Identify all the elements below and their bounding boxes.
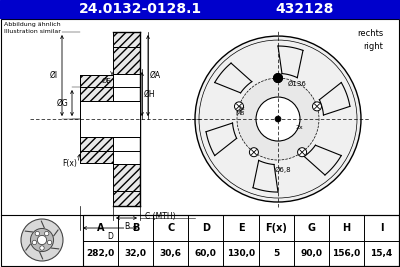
Circle shape <box>44 231 49 236</box>
Bar <box>0 0 400 18</box>
Circle shape <box>35 231 40 236</box>
Circle shape <box>250 148 258 157</box>
Text: 32,0: 32,0 <box>125 249 147 258</box>
Bar <box>80 87 113 151</box>
Circle shape <box>30 229 54 252</box>
Bar <box>80 101 140 137</box>
Text: A: A <box>97 223 104 233</box>
Circle shape <box>21 219 63 261</box>
Text: 432128: 432128 <box>276 2 334 16</box>
Text: 30,6: 30,6 <box>160 249 182 258</box>
Bar <box>113 164 140 191</box>
Circle shape <box>256 97 300 141</box>
Text: ATE: ATE <box>211 87 285 121</box>
Text: 282,0: 282,0 <box>86 249 115 258</box>
Bar <box>113 191 140 206</box>
Bar <box>80 151 113 163</box>
Text: ØG: ØG <box>56 99 68 108</box>
Text: 130,0: 130,0 <box>227 249 255 258</box>
Text: 2x
M8: 2x M8 <box>236 106 245 116</box>
Text: D: D <box>107 232 113 241</box>
Text: G: G <box>307 223 315 233</box>
Bar <box>113 47 140 74</box>
Text: Abbildung ähnlich
Illustration similar: Abbildung ähnlich Illustration similar <box>4 22 61 34</box>
Text: 2x: 2x <box>296 124 304 129</box>
Text: C: C <box>167 223 174 233</box>
Circle shape <box>312 102 322 111</box>
Text: 60,0: 60,0 <box>195 249 217 258</box>
Text: Ø6,8: Ø6,8 <box>275 167 291 173</box>
Text: ØA: ØA <box>150 71 161 80</box>
Bar <box>113 32 140 47</box>
Circle shape <box>298 148 306 157</box>
Text: 90,0: 90,0 <box>300 249 322 258</box>
Text: 5: 5 <box>273 249 279 258</box>
Text: ØE: ØE <box>101 78 111 84</box>
Circle shape <box>274 73 282 83</box>
Circle shape <box>47 240 52 245</box>
Bar <box>83 215 399 266</box>
Circle shape <box>195 36 361 202</box>
Text: D: D <box>202 223 210 233</box>
Text: ØH: ØH <box>144 89 156 99</box>
Bar <box>80 151 113 163</box>
Text: F(x): F(x) <box>62 159 77 167</box>
Bar <box>80 75 113 87</box>
Bar <box>113 74 140 164</box>
Text: 156,0: 156,0 <box>332 249 360 258</box>
Text: I: I <box>380 223 383 233</box>
Text: ØI: ØI <box>50 71 58 80</box>
Circle shape <box>274 73 282 83</box>
Text: F(x): F(x) <box>265 223 287 233</box>
Text: 15,4: 15,4 <box>370 249 392 258</box>
Circle shape <box>40 246 44 250</box>
Circle shape <box>237 78 319 160</box>
Bar <box>113 191 140 206</box>
Circle shape <box>275 116 281 122</box>
Text: C (MTH): C (MTH) <box>145 211 176 221</box>
Bar <box>80 87 113 151</box>
Text: Ø136: Ø136 <box>288 81 307 87</box>
Bar <box>113 32 140 47</box>
Circle shape <box>32 240 37 245</box>
Text: H: H <box>342 223 350 233</box>
Bar <box>113 47 140 74</box>
Text: 24.0132-0128.1: 24.0132-0128.1 <box>78 2 202 16</box>
Circle shape <box>37 235 47 245</box>
Text: E: E <box>238 223 244 233</box>
Bar <box>80 75 113 87</box>
Text: rechts
right: rechts right <box>357 29 383 51</box>
Bar <box>113 164 140 191</box>
Circle shape <box>234 102 244 111</box>
Text: B: B <box>132 223 139 233</box>
Text: B: B <box>124 222 129 231</box>
